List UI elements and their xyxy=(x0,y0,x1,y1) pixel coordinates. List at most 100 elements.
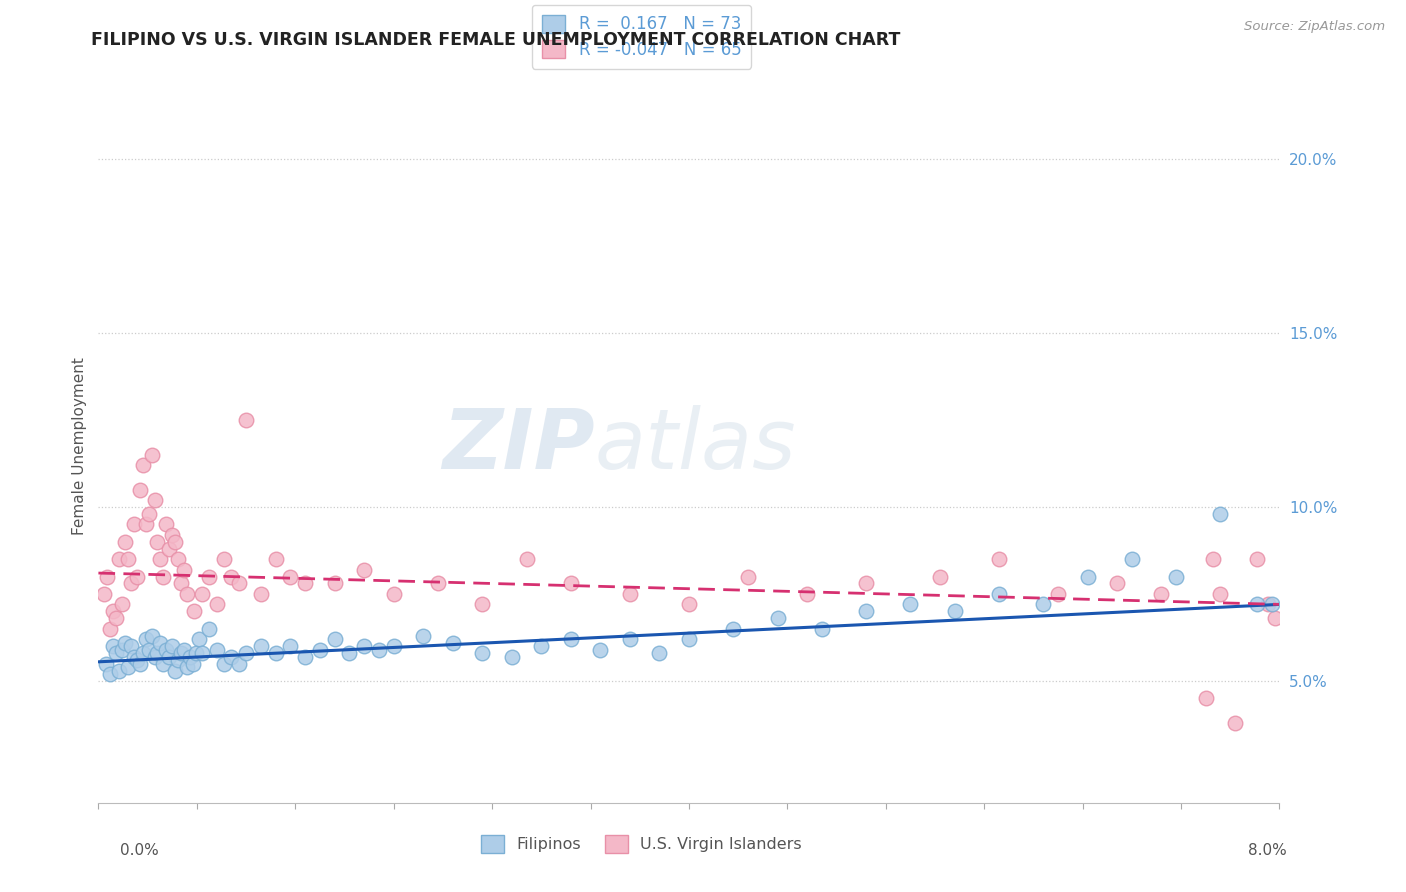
Point xyxy=(1107,576,1129,591)
Point xyxy=(678,632,700,647)
Point xyxy=(205,642,228,657)
Point xyxy=(250,587,273,601)
Point xyxy=(1195,691,1218,706)
Point xyxy=(382,587,405,601)
Point xyxy=(162,528,183,542)
Point xyxy=(988,552,1011,566)
Point xyxy=(1202,552,1225,566)
Point xyxy=(146,646,169,660)
Point xyxy=(135,632,157,647)
Point xyxy=(678,598,700,612)
Point xyxy=(560,632,582,647)
Point xyxy=(141,448,163,462)
Point xyxy=(723,622,745,636)
Point xyxy=(191,587,214,601)
Point xyxy=(1209,507,1232,521)
Point xyxy=(1032,598,1054,612)
Point xyxy=(149,552,172,566)
Point xyxy=(117,552,139,566)
Point xyxy=(1257,598,1279,612)
Point xyxy=(264,552,287,566)
Point xyxy=(988,587,1011,601)
Point xyxy=(412,629,434,643)
Point xyxy=(187,632,209,647)
Point xyxy=(181,657,204,671)
Point xyxy=(619,587,641,601)
Point xyxy=(155,517,177,532)
Point xyxy=(143,649,166,664)
Point xyxy=(184,646,207,660)
Point xyxy=(111,642,134,657)
Point xyxy=(128,657,150,671)
Point xyxy=(157,649,180,664)
Point xyxy=(176,660,198,674)
Point xyxy=(427,576,450,591)
Point xyxy=(198,569,221,583)
Point xyxy=(152,569,174,583)
Point xyxy=(149,635,172,649)
Point xyxy=(198,622,221,636)
Point xyxy=(176,587,198,601)
Point xyxy=(103,639,125,653)
Point xyxy=(132,458,155,472)
Point xyxy=(471,646,494,660)
Point xyxy=(1209,587,1232,601)
Point xyxy=(98,667,121,681)
Text: 0.0%: 0.0% xyxy=(120,843,159,858)
Point xyxy=(221,649,243,664)
Point xyxy=(619,632,641,647)
Point xyxy=(183,604,205,618)
Point xyxy=(530,639,553,653)
Point xyxy=(294,649,316,664)
Point xyxy=(368,642,391,657)
Point xyxy=(125,653,148,667)
Point xyxy=(280,639,302,653)
Point xyxy=(141,629,163,643)
Point xyxy=(855,604,877,618)
Point xyxy=(108,664,131,678)
Point xyxy=(382,639,405,653)
Point xyxy=(111,598,134,612)
Point xyxy=(796,587,818,601)
Point xyxy=(648,646,671,660)
Point xyxy=(205,598,228,612)
Point xyxy=(1077,569,1099,583)
Point xyxy=(114,635,136,649)
Point xyxy=(132,646,155,660)
Point xyxy=(120,576,142,591)
Point xyxy=(250,639,273,653)
Point xyxy=(173,642,195,657)
Point xyxy=(105,611,128,625)
Point xyxy=(122,649,145,664)
Point xyxy=(737,569,759,583)
Point xyxy=(1246,552,1268,566)
Point xyxy=(138,507,160,521)
Point xyxy=(165,664,187,678)
Point xyxy=(471,598,494,612)
Point xyxy=(162,639,183,653)
Text: 8.0%: 8.0% xyxy=(1247,843,1286,858)
Point xyxy=(323,632,346,647)
Point xyxy=(943,604,966,618)
Point xyxy=(157,541,180,556)
Point xyxy=(501,649,523,664)
Point xyxy=(1261,598,1284,612)
Point xyxy=(855,576,877,591)
Point xyxy=(170,576,193,591)
Point xyxy=(228,576,250,591)
Point xyxy=(353,563,375,577)
Point xyxy=(125,569,148,583)
Point xyxy=(138,642,160,657)
Point xyxy=(1166,569,1188,583)
Point xyxy=(228,657,250,671)
Text: ZIP: ZIP xyxy=(441,406,595,486)
Point xyxy=(114,534,136,549)
Point xyxy=(105,646,128,660)
Point xyxy=(1046,587,1070,601)
Text: FILIPINO VS U.S. VIRGIN ISLANDER FEMALE UNEMPLOYMENT CORRELATION CHART: FILIPINO VS U.S. VIRGIN ISLANDER FEMALE … xyxy=(91,31,901,49)
Point xyxy=(179,649,201,664)
Point xyxy=(221,569,243,583)
Point xyxy=(94,657,117,671)
Point xyxy=(235,646,257,660)
Point xyxy=(191,646,214,660)
